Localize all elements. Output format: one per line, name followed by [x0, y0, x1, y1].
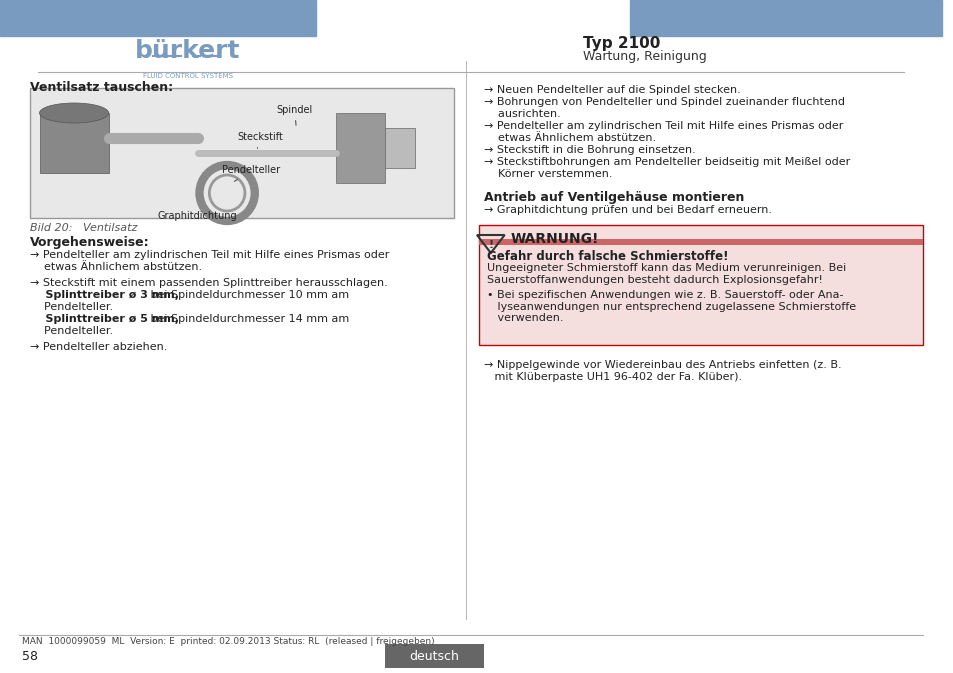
Bar [385, 128, 415, 168]
Text: → Pendelteller abziehen.: → Pendelteller abziehen. [30, 342, 167, 352]
Text: Splinttreiber ø 5 mm,: Splinttreiber ø 5 mm, [30, 314, 178, 324]
Text: • Bei spezifischen Anwendungen wie z. B. Sauerstoff- oder Ana-
   lyseanwendunge: • Bei spezifischen Anwendungen wie z. B.… [486, 290, 855, 323]
Text: → Graphitdichtung prüfen und bei Bedarf erneuern.: → Graphitdichtung prüfen und bei Bedarf … [483, 205, 771, 215]
Text: Ventilsatz tauschen:: Ventilsatz tauschen: [30, 81, 172, 94]
Text: mit Klüberpaste UH1 96-402 der Fa. Klüber).: mit Klüberpaste UH1 96-402 der Fa. Klübe… [483, 372, 741, 382]
Text: WARNUNG!: WARNUNG! [510, 232, 598, 246]
Text: → Bohrungen von Pendelteller und Spindel zueinander fluchtend: → Bohrungen von Pendelteller und Spindel… [483, 97, 844, 107]
Text: bei Spindeldurchmesser 10 mm am: bei Spindeldurchmesser 10 mm am [147, 290, 349, 300]
Bar [629, 0, 942, 36]
Text: Antrieb auf Ventilgehäuse montieren: Antrieb auf Ventilgehäuse montieren [483, 191, 743, 204]
Text: Steckstift: Steckstift [236, 132, 283, 148]
Text: bei Spindeldurchmesser 14 mm am: bei Spindeldurchmesser 14 mm am [147, 314, 349, 324]
Text: Vorgehensweise:: Vorgehensweise: [30, 236, 149, 249]
Ellipse shape [39, 103, 109, 123]
Text: → Neuen Pendelteller auf die Spindel stecken.: → Neuen Pendelteller auf die Spindel ste… [483, 85, 740, 95]
Text: etwas Ähnlichem abstützen.: etwas Ähnlichem abstützen. [483, 133, 656, 143]
Bar [335, 113, 385, 183]
Text: Splinttreiber ø 3 mm,: Splinttreiber ø 3 mm, [30, 290, 178, 300]
Text: Körner verstemmen.: Körner verstemmen. [483, 169, 612, 179]
Text: → Pendelteller am zylindrischen Teil mit Hilfe eines Prismas oder: → Pendelteller am zylindrischen Teil mit… [30, 250, 389, 260]
Bar [478, 239, 923, 245]
Text: bürkert: bürkert [134, 39, 240, 63]
Bar [385, 644, 483, 668]
Text: Graphitdichtung: Graphitdichtung [157, 211, 237, 221]
Text: MAN  1000099059  ML  Version: E  printed: 02.09.2013 Status: RL  (released | fre: MAN 1000099059 ML Version: E printed: 02… [22, 637, 434, 645]
Text: → Pendelteller am zylindrischen Teil mit Hilfe eines Prismas oder: → Pendelteller am zylindrischen Teil mit… [483, 121, 842, 131]
Text: Pendelteller: Pendelteller [222, 165, 280, 182]
Text: Ungeeigneter Schmierstoff kann das Medium verunreinigen. Bei
Sauerstoffanwendung: Ungeeigneter Schmierstoff kann das Mediu… [486, 263, 845, 285]
Text: Gefahr durch falsche Schmierstoffe!: Gefahr durch falsche Schmierstoffe! [486, 250, 727, 263]
Text: 58: 58 [22, 651, 38, 664]
Text: deutsch: deutsch [409, 649, 459, 662]
Bar [478, 225, 923, 345]
Text: Pendelteller.: Pendelteller. [30, 326, 112, 336]
Text: ausrichten.: ausrichten. [483, 109, 560, 119]
Bar [0, 0, 315, 36]
Bar [30, 88, 454, 218]
Text: → Steckstift in die Bohrung einsetzen.: → Steckstift in die Bohrung einsetzen. [483, 145, 695, 155]
Text: → Steckstiftbohrungen am Pendelteller beidseitig mit Meißel oder: → Steckstiftbohrungen am Pendelteller be… [483, 157, 849, 167]
Text: !: ! [488, 240, 493, 250]
Text: etwas Ähnlichem abstützen.: etwas Ähnlichem abstützen. [30, 262, 201, 272]
Text: Spindel: Spindel [276, 105, 313, 125]
Text: Wartung, Reinigung: Wartung, Reinigung [582, 50, 705, 63]
Text: Typ 2100: Typ 2100 [582, 36, 659, 51]
Text: FLUID CONTROL SYSTEMS: FLUID CONTROL SYSTEMS [143, 73, 233, 79]
Text: Bild 20:   Ventilsatz: Bild 20: Ventilsatz [30, 223, 137, 233]
Text: → Steckstift mit einem passenden Splinttreiber herausschlagen.: → Steckstift mit einem passenden Splintt… [30, 278, 387, 288]
Text: → Nippelgewinde vor Wiedereinbau des Antriebs einfetten (z. B.: → Nippelgewinde vor Wiedereinbau des Ant… [483, 360, 841, 370]
Text: Pendelteller.: Pendelteller. [30, 302, 112, 312]
Bar [39, 113, 109, 173]
